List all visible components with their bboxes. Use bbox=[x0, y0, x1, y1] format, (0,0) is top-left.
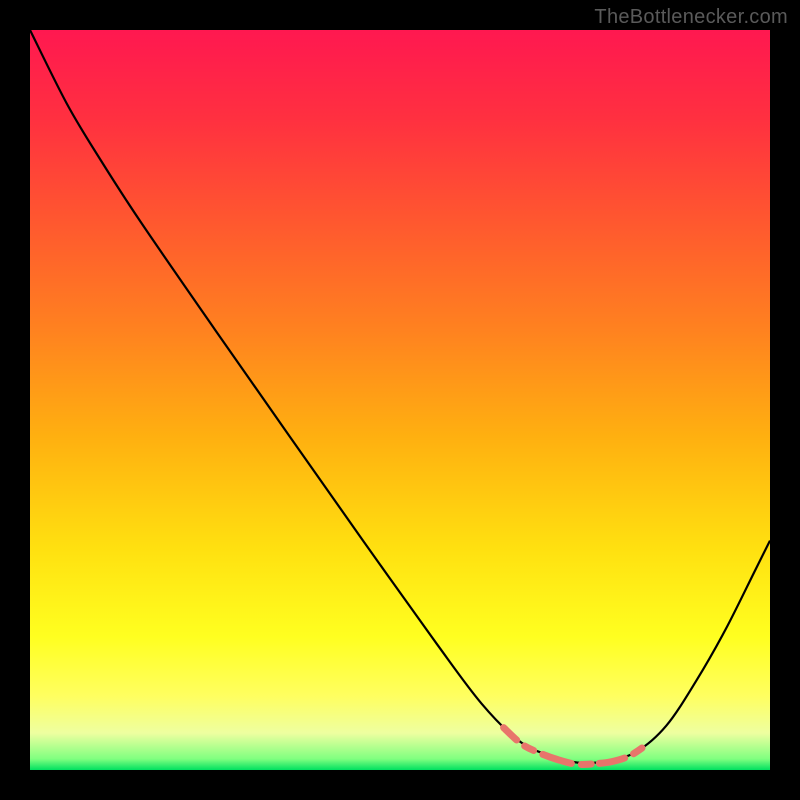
plot-area bbox=[30, 30, 770, 770]
plot-outer-frame bbox=[30, 30, 770, 770]
gradient-background bbox=[30, 30, 770, 770]
watermark-text: TheBottlenecker.com bbox=[594, 6, 788, 29]
